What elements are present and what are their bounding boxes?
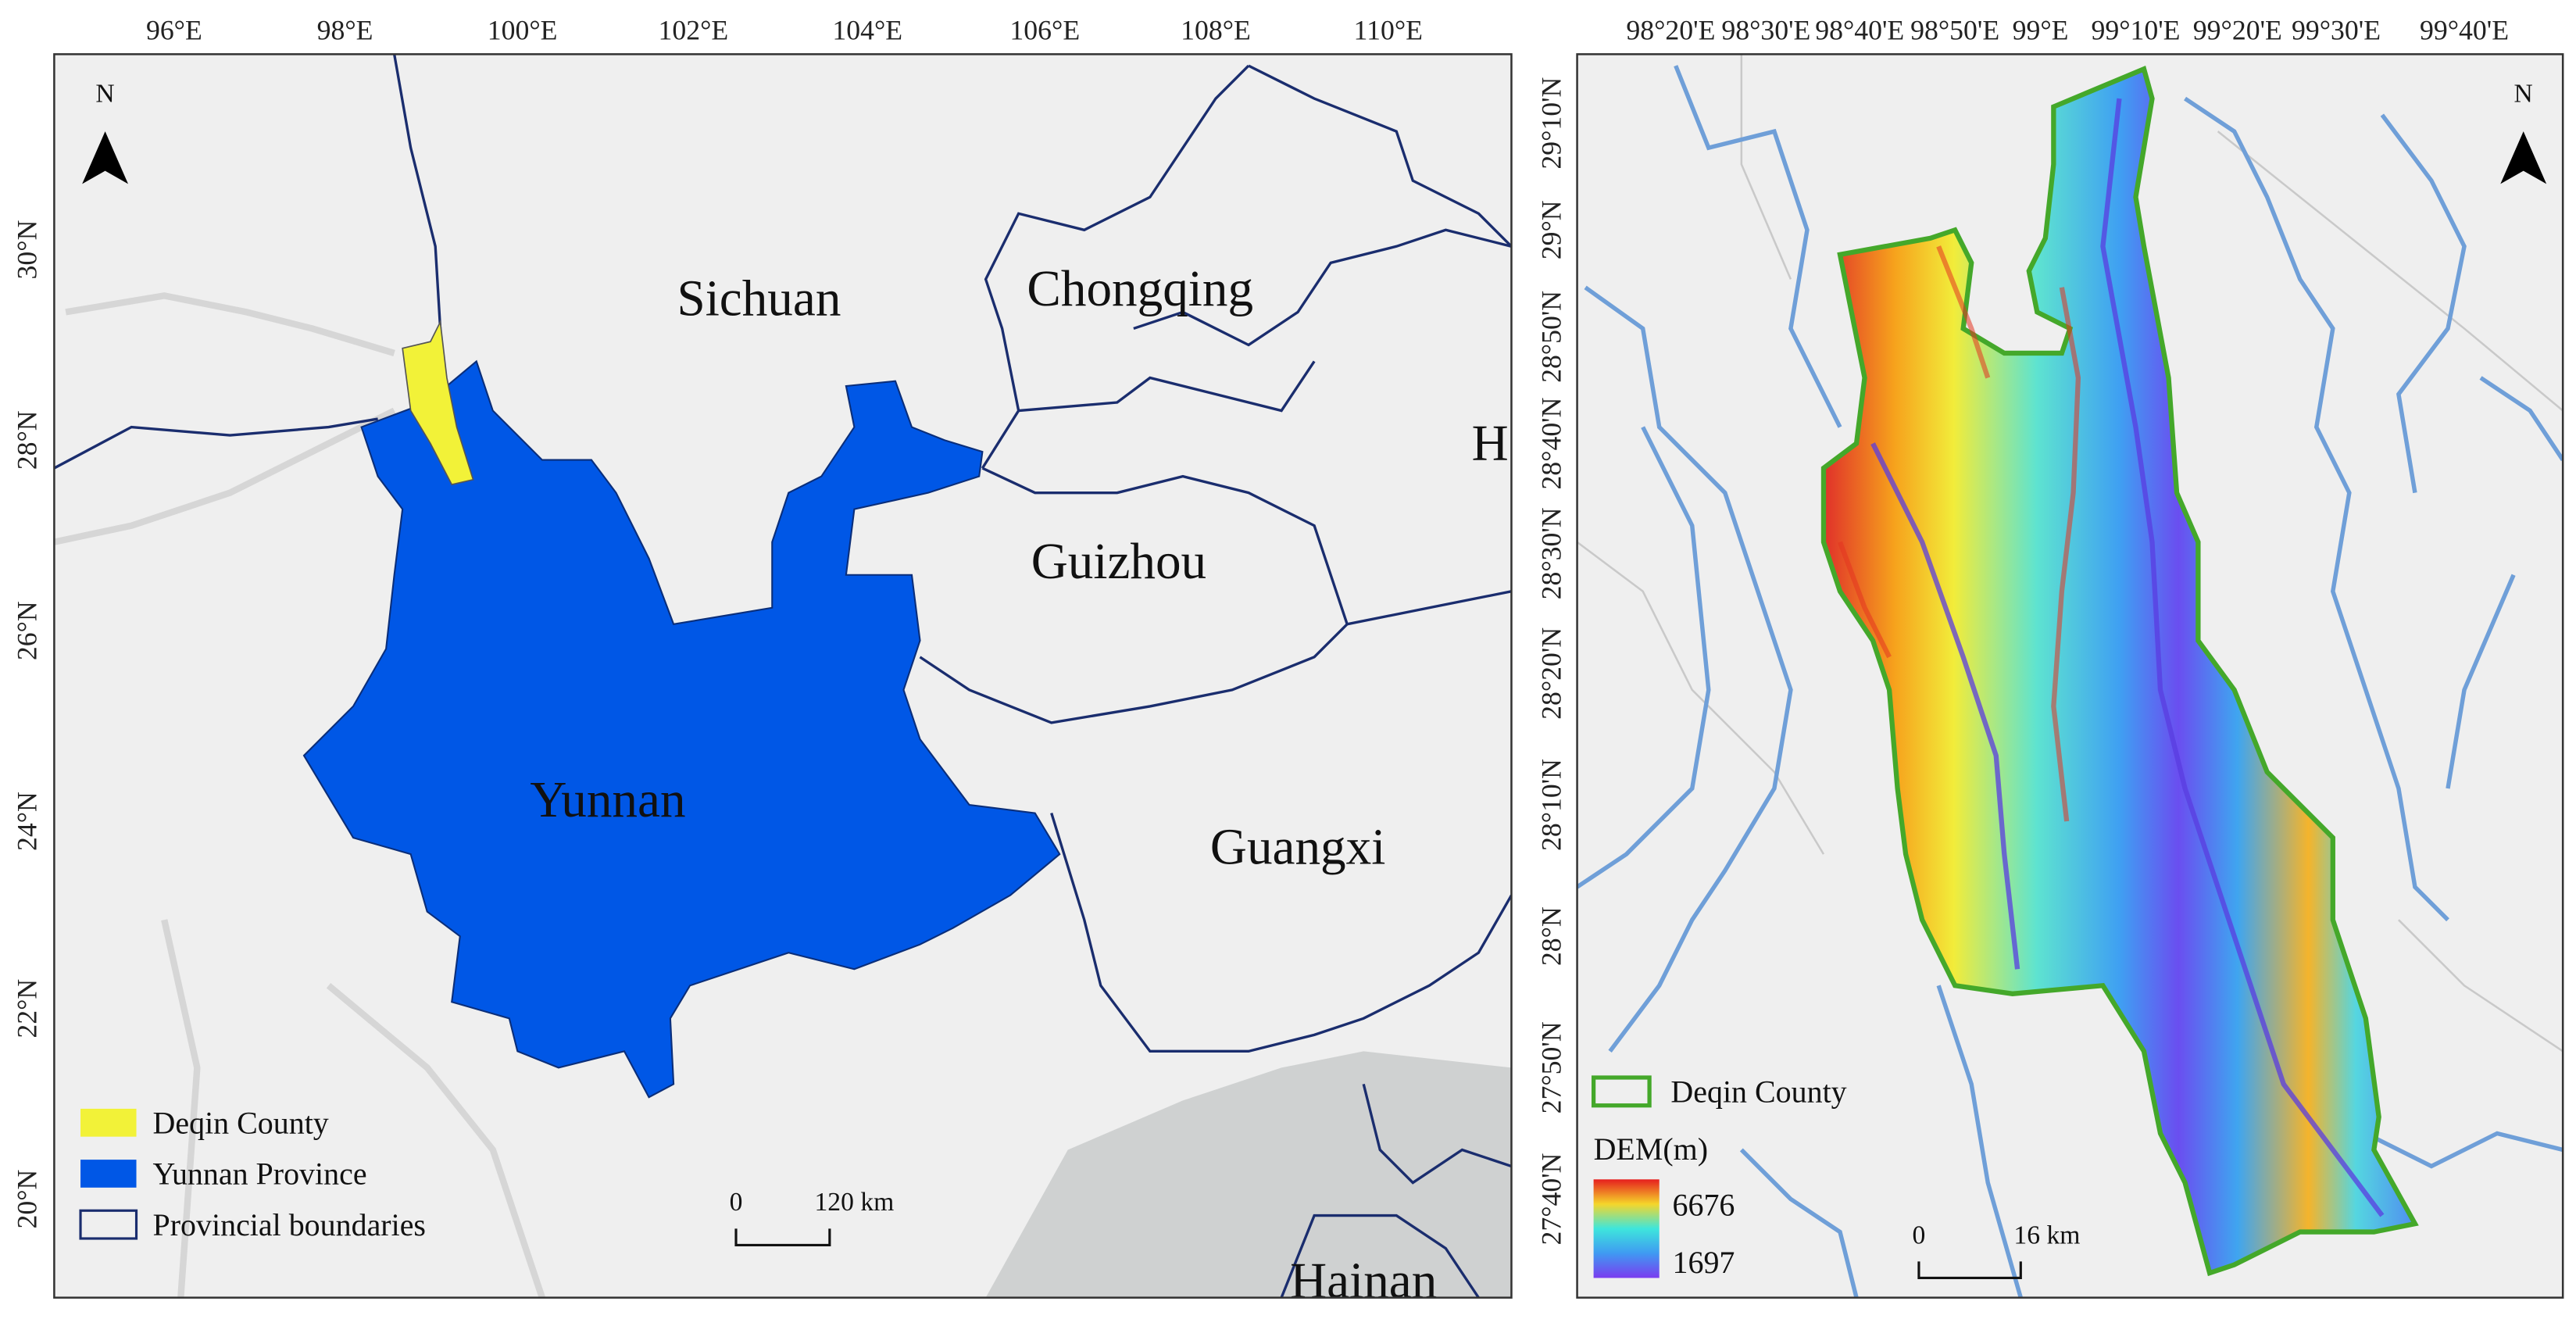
latitude-label: 28°40'N — [1536, 398, 1567, 490]
north-label: N — [2514, 79, 2533, 108]
latitude-label: 24°N — [11, 792, 42, 851]
scale-start: 0 — [1913, 1221, 1926, 1249]
latitude-label: 28°50'N — [1536, 291, 1567, 383]
latitude-label: 30°N — [11, 220, 42, 280]
deqin-county — [402, 320, 474, 486]
latitude-label: 28°30'N — [1536, 507, 1567, 599]
rivers — [1577, 65, 2563, 1298]
region-label: Chongqing — [1027, 261, 1253, 317]
region-label: Guizhou — [1031, 534, 1206, 590]
longitude-label: 106°E — [1009, 14, 1080, 45]
valleys — [1870, 98, 2385, 1217]
left-map: Sichuan Chongqing Guizhou Yunnan Guangxi Hain… — [54, 54, 1512, 1310]
region-label: Sichuan — [677, 271, 841, 327]
latitude-label: 28°10'N — [1536, 759, 1567, 851]
longitude-label: 98°20'E — [1626, 14, 1715, 45]
north-arrow — [2500, 131, 2547, 184]
longitude-label: 98°E — [317, 14, 373, 45]
country-borders — [54, 292, 545, 1298]
longitude-label: 108°E — [1181, 14, 1251, 45]
region-label: Guangxi — [1210, 820, 1385, 876]
north-label: N — [95, 79, 114, 108]
legend-swatch-deqin — [80, 1108, 137, 1137]
right-scale-bar — [1917, 1261, 2022, 1280]
dem-title: DEM(m) — [1594, 1131, 1708, 1167]
longitude-label: 104°E — [832, 14, 902, 45]
longitude-label: 99°20'E — [2193, 14, 2282, 45]
legend-label: Deqin County — [1670, 1074, 1846, 1110]
ridges — [1838, 245, 2081, 822]
longitude-label: 99°30'E — [2292, 14, 2381, 45]
dem-max: 6676 — [1673, 1188, 1735, 1223]
region-label: Yunnan — [530, 772, 685, 828]
legend-label: Deqin County — [153, 1105, 329, 1140]
yunnan-province — [302, 359, 1061, 1099]
longitude-label: 100°E — [488, 14, 558, 45]
longitude-label: 102°E — [658, 14, 728, 45]
north-arrow — [82, 131, 129, 184]
longitude-label: 110°E — [1354, 14, 1423, 45]
region-labels: Sichuan Chongqing Guizhou Yunnan Guangxi Hain… — [530, 261, 1509, 1310]
longitude-label: 98°50'E — [1910, 14, 1999, 45]
right-map — [1577, 54, 2563, 1298]
dem-min: 1697 — [1673, 1245, 1735, 1280]
legend-swatch-deqin — [1591, 1075, 1652, 1108]
longitude-label: 98°30'E — [1721, 14, 1810, 45]
latitude-label: 28°20'N — [1536, 627, 1567, 720]
provincial-boundaries — [54, 54, 1512, 1298]
region-label: H — [1472, 416, 1509, 472]
latitude-label: 29°N — [1536, 200, 1567, 259]
longitude-label: 99°E — [2013, 14, 2069, 45]
admin-borders — [1577, 54, 2563, 1053]
latitude-label: 22°N — [11, 979, 42, 1038]
latitude-label: 27°50'N — [1536, 1021, 1567, 1113]
longitude-label: 99°10'E — [2091, 14, 2180, 45]
latitude-label: 28°N — [1536, 906, 1567, 966]
scale-end: 16 km — [2013, 1221, 2080, 1249]
region-label: Hainan — [1290, 1253, 1437, 1310]
latitude-label: 28°N — [11, 410, 42, 470]
latitude-label: 29°10'N — [1536, 77, 1567, 170]
latitude-label: 20°N — [11, 1170, 42, 1229]
right-frame — [1576, 53, 2564, 1299]
legend-swatch-yunnan — [80, 1160, 137, 1188]
left-scale-bar — [734, 1228, 831, 1246]
sea — [985, 1051, 1512, 1298]
latitude-label: 27°40'N — [1536, 1153, 1567, 1246]
legend-label: Provincial boundaries — [153, 1207, 426, 1242]
latitude-label: 26°N — [11, 601, 42, 660]
scale-end: 120 km — [814, 1188, 894, 1217]
dem-color-ramp — [1593, 1179, 1660, 1278]
longitude-label: 98°40'E — [1815, 14, 1904, 45]
legend-label: Yunnan Province — [153, 1156, 367, 1192]
scale-start: 0 — [730, 1188, 743, 1217]
left-frame — [53, 53, 1513, 1299]
legend-swatch-boundaries — [79, 1209, 138, 1240]
longitude-label: 99°40'E — [2420, 14, 2509, 45]
longitude-label: 96°E — [146, 14, 202, 45]
